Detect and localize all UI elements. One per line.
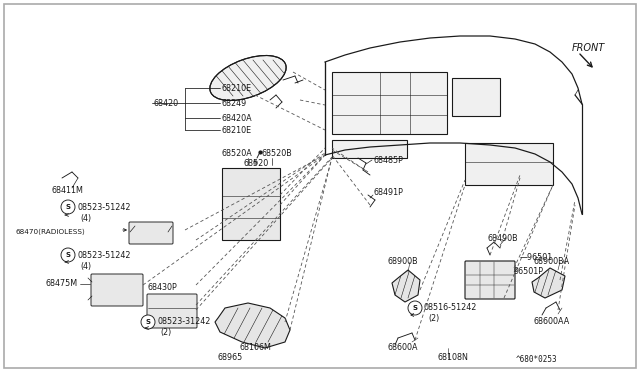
Text: 68900B: 68900B [388, 257, 419, 266]
Bar [465, 143, 553, 185]
FancyBboxPatch shape [129, 222, 173, 244]
FancyBboxPatch shape [465, 261, 515, 299]
Text: 68210E: 68210E [221, 125, 251, 135]
Text: 68520: 68520 [244, 158, 269, 167]
Text: (2): (2) [428, 314, 439, 323]
Text: S: S [65, 252, 70, 258]
Text: 68900BA: 68900BA [534, 257, 570, 266]
Circle shape [61, 248, 75, 262]
Polygon shape [532, 268, 565, 298]
Text: 68108N: 68108N [438, 353, 469, 362]
Circle shape [141, 315, 155, 329]
Text: 68520A: 68520A [222, 148, 253, 157]
Text: 08523-51242: 08523-51242 [77, 202, 131, 212]
Text: 68491P: 68491P [374, 187, 404, 196]
Ellipse shape [210, 55, 286, 100]
Text: 68420: 68420 [153, 99, 178, 108]
Text: (4): (4) [80, 262, 91, 270]
Text: 68520B: 68520B [262, 148, 292, 157]
Text: 68249: 68249 [221, 99, 246, 108]
Bar [332, 72, 447, 134]
Text: 68411M: 68411M [52, 186, 84, 195]
Bar [452, 78, 500, 116]
Text: 08523-31242: 08523-31242 [157, 317, 211, 327]
Text: —96501: —96501 [520, 253, 553, 263]
Text: 68965: 68965 [218, 353, 243, 362]
Text: 96501P: 96501P [514, 267, 544, 276]
Text: 68485P: 68485P [374, 155, 404, 164]
Text: 08523-51242: 08523-51242 [77, 250, 131, 260]
Text: 68470⟨RADIOLESS⟩: 68470⟨RADIOLESS⟩ [15, 229, 85, 235]
Circle shape [61, 200, 75, 214]
Text: 68600AA: 68600AA [534, 317, 570, 327]
Text: 68600A: 68600A [388, 343, 419, 353]
Text: 68420A: 68420A [221, 113, 252, 122]
Bar [332, 140, 407, 158]
Text: 68210E: 68210E [221, 83, 251, 93]
Text: (2): (2) [160, 328, 172, 337]
FancyBboxPatch shape [147, 294, 197, 328]
Text: S: S [145, 319, 150, 325]
Text: 68475M: 68475M [45, 279, 77, 289]
Polygon shape [215, 303, 290, 348]
Text: 08516-51242: 08516-51242 [424, 304, 477, 312]
Text: 68430P: 68430P [148, 283, 178, 292]
Text: S: S [413, 305, 417, 311]
Polygon shape [392, 270, 420, 302]
Circle shape [408, 301, 422, 315]
Text: 68106M: 68106M [240, 343, 272, 353]
Text: FRONT: FRONT [572, 43, 605, 53]
Text: 68490B: 68490B [488, 234, 518, 243]
Text: (4): (4) [80, 214, 91, 222]
Text: ^680*0253: ^680*0253 [516, 356, 557, 365]
FancyBboxPatch shape [91, 274, 143, 306]
Text: S: S [65, 204, 70, 210]
Bar [222, 168, 280, 240]
